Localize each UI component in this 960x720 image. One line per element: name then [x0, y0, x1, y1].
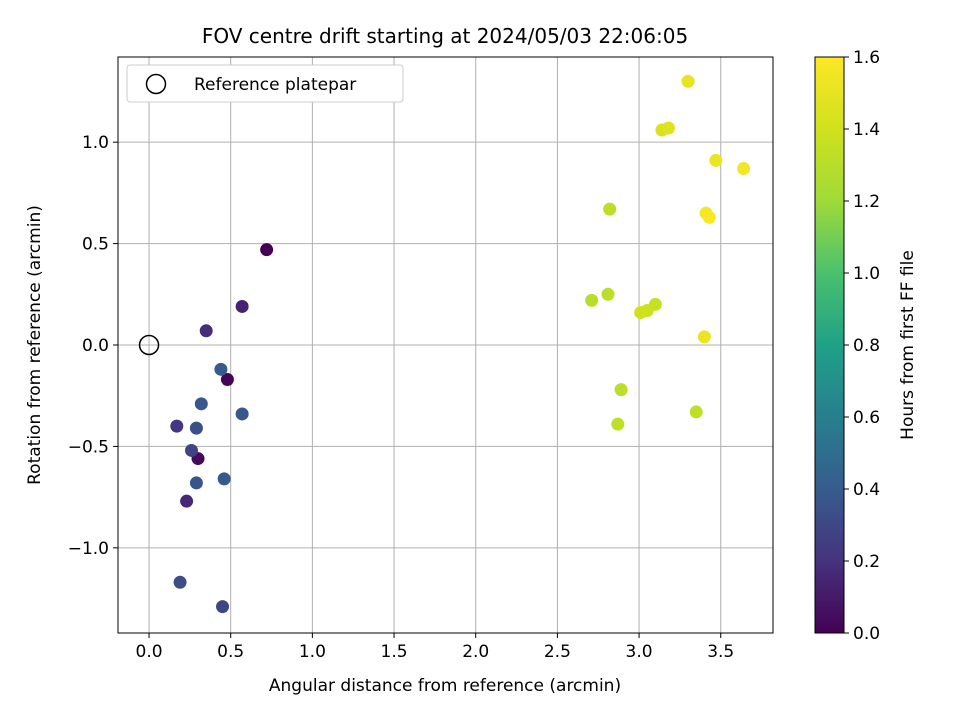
data-point	[702, 210, 716, 224]
colorbar-tick-label: 0.6	[853, 408, 880, 428]
colorbar-ticks: 0.0 0.2 0.4 0.6 0.8 1.0 1.2 1.4 1.6	[844, 48, 880, 644]
y-axis-label: Rotation from reference (arcmin)	[25, 205, 45, 485]
x-tick-label: 3.0	[626, 642, 653, 662]
colorbar-gradient	[814, 56, 845, 634]
x-tick-label: 2.0	[462, 642, 489, 662]
data-point	[614, 383, 628, 397]
x-tick-label: 1.5	[381, 642, 408, 662]
y-axis-ticks: −1.0 −0.5 0.0 0.5 1.0	[68, 133, 118, 559]
colorbar: 0.0 0.2 0.4 0.6 0.8 1.0 1.2 1.4 1.6 Hours from f…	[814, 48, 918, 644]
reference-marker-layer	[138, 334, 160, 356]
x-tick-label: 1.0	[299, 642, 326, 662]
colorbar-tick-label: 1.6	[853, 48, 880, 68]
x-tick-label: 2.5	[544, 642, 571, 662]
data-point	[235, 407, 249, 421]
colorbar-tick-label: 0.8	[853, 336, 880, 356]
colorbar-tick-label: 1.4	[853, 120, 880, 140]
y-tick-label: 0.5	[82, 235, 109, 255]
y-tick-label: −0.5	[68, 437, 109, 457]
data-point	[603, 202, 617, 216]
y-tick-label: 0.0	[82, 336, 109, 356]
legend: Reference platepar	[126, 64, 404, 103]
data-point	[216, 600, 230, 614]
data-point	[199, 324, 213, 338]
data-point	[217, 472, 231, 486]
data-point	[235, 299, 249, 313]
data-points	[170, 74, 751, 614]
x-tick-label: 3.5	[707, 642, 734, 662]
colorbar-tick-label: 1.2	[853, 192, 880, 212]
data-point	[689, 405, 703, 419]
data-point	[601, 287, 615, 301]
data-point	[170, 419, 184, 433]
y-tick-label: 1.0	[82, 133, 109, 153]
data-point	[173, 575, 187, 589]
data-point	[709, 153, 723, 167]
colorbar-tick-label: 0.4	[853, 480, 880, 500]
x-axis-label: Angular distance from reference (arcmin)	[269, 676, 621, 696]
reference-marker	[138, 334, 160, 356]
data-point	[681, 74, 695, 88]
data-point	[611, 417, 625, 431]
data-point	[697, 330, 711, 344]
data-point	[185, 443, 199, 457]
data-point	[634, 306, 648, 320]
chart-title: FOV centre drift starting at 2024/05/03 …	[202, 24, 688, 48]
data-point	[661, 121, 675, 135]
x-tick-label: 0.0	[136, 642, 163, 662]
data-point	[194, 397, 208, 411]
colorbar-tick-label: 0.2	[853, 552, 880, 572]
x-axis-ticks: 0.0 0.5 1.0 1.5 2.0 2.5 3.0 3.5	[136, 633, 734, 662]
colorbar-label: Hours from first FF file	[898, 250, 918, 440]
data-point	[180, 494, 194, 508]
data-point	[737, 162, 751, 176]
data-point	[260, 243, 274, 257]
data-point	[585, 293, 599, 307]
data-point	[220, 372, 234, 386]
colorbar-tick-label: 0.0	[853, 624, 880, 644]
data-point	[189, 421, 203, 435]
legend-box	[126, 64, 404, 103]
data-point	[214, 362, 228, 376]
x-tick-label: 0.5	[217, 642, 244, 662]
grid	[118, 57, 773, 633]
legend-marker-icon	[145, 73, 167, 95]
legend-entry-reference: Reference platepar	[194, 75, 356, 95]
y-tick-label: −1.0	[68, 539, 109, 559]
data-point	[189, 476, 203, 490]
colorbar-tick-label: 1.0	[853, 264, 880, 284]
